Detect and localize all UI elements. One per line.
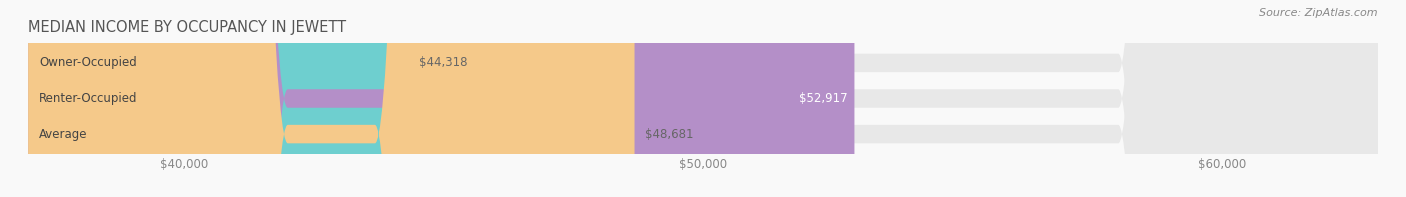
FancyBboxPatch shape [28,0,1378,197]
Text: $52,917: $52,917 [799,92,848,105]
Text: Owner-Occupied: Owner-Occupied [39,56,136,69]
FancyBboxPatch shape [28,0,1378,197]
Text: Source: ZipAtlas.com: Source: ZipAtlas.com [1260,8,1378,18]
Text: $48,681: $48,681 [645,128,693,141]
FancyBboxPatch shape [28,0,634,197]
FancyBboxPatch shape [28,0,1378,197]
Text: Renter-Occupied: Renter-Occupied [39,92,138,105]
FancyBboxPatch shape [28,0,855,197]
Text: MEDIAN INCOME BY OCCUPANCY IN JEWETT: MEDIAN INCOME BY OCCUPANCY IN JEWETT [28,20,346,35]
Text: Average: Average [39,128,87,141]
Text: $44,318: $44,318 [419,56,467,69]
FancyBboxPatch shape [28,0,408,197]
